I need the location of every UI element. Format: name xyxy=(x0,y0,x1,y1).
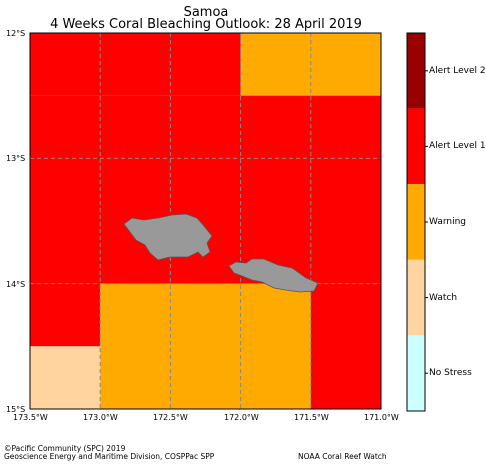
outlook-cells xyxy=(30,33,381,409)
legend-swatch xyxy=(407,33,425,109)
lon-label-173-0w: 173.0°W xyxy=(83,413,118,422)
outlook-cell xyxy=(100,283,311,409)
lon-label-171-5w: 171.5°W xyxy=(294,413,329,422)
legend-colorbar xyxy=(407,33,428,411)
map-frame xyxy=(29,32,382,410)
lat-label-13s: 13°S xyxy=(6,154,26,163)
legend-label-alert-1: Alert Level 1 xyxy=(429,141,486,151)
gridlines xyxy=(30,33,381,409)
lat-label-12s: 12°S xyxy=(6,29,26,38)
map-subtitle: 4 Weeks Coral Bleaching Outlook: 28 Apri… xyxy=(50,17,362,32)
outlook-cell xyxy=(310,283,381,409)
legend-swatch xyxy=(407,108,425,185)
legend-label-warning: Warning xyxy=(429,217,467,227)
colorbar-frame xyxy=(406,32,426,412)
map-title: Samoa xyxy=(183,5,229,20)
lon-label-172-0w: 172.0°W xyxy=(224,413,259,422)
upolu-island xyxy=(123,213,213,261)
lat-label-15s: 15°S xyxy=(6,405,26,414)
legend-label-no-stress: No Stress xyxy=(429,368,472,378)
lon-label-173-5w: 173.5°W xyxy=(13,413,48,422)
footer-copyright: ©Pacific Community (SPC) 2019 xyxy=(4,444,126,453)
islands xyxy=(123,213,319,293)
outlook-cell xyxy=(30,283,101,347)
footer-division: Geoscience Energy and Maritime Division,… xyxy=(4,452,215,461)
savaii-island xyxy=(228,258,319,293)
legend-label-alert-2: Alert Level 2 xyxy=(429,66,486,76)
outlook-cell xyxy=(30,33,241,96)
legend-label-watch: Watch xyxy=(429,293,458,303)
lat-label-14s: 14°S xyxy=(6,280,26,289)
lon-label-172-5w: 172.5°W xyxy=(153,413,188,422)
legend-swatch xyxy=(407,259,425,336)
footer-credit: NOAA Coral Reef Watch xyxy=(298,452,387,461)
lon-label-171-0w: 171.0°W xyxy=(364,413,399,422)
legend-swatch xyxy=(407,184,425,260)
legend-swatch xyxy=(407,335,425,411)
outlook-cell xyxy=(30,346,101,409)
